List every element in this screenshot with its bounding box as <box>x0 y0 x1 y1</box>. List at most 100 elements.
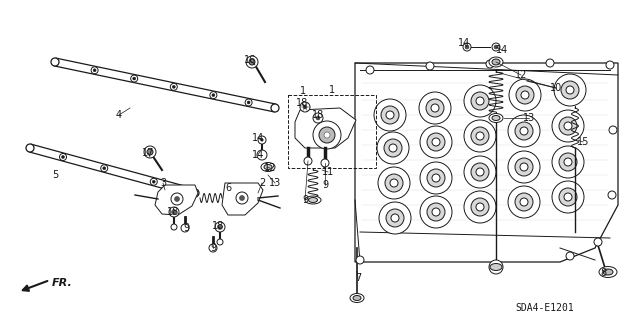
Circle shape <box>212 94 215 97</box>
Circle shape <box>552 181 584 213</box>
Circle shape <box>464 120 496 152</box>
Circle shape <box>26 144 34 152</box>
Circle shape <box>381 106 399 124</box>
Text: 14: 14 <box>252 133 264 143</box>
Circle shape <box>389 144 397 152</box>
Circle shape <box>319 127 335 143</box>
Circle shape <box>554 74 586 106</box>
Circle shape <box>420 162 452 194</box>
Ellipse shape <box>305 196 321 204</box>
Circle shape <box>463 43 471 51</box>
Circle shape <box>566 252 574 260</box>
Polygon shape <box>355 63 618 262</box>
Circle shape <box>384 139 402 157</box>
Circle shape <box>170 83 177 90</box>
Circle shape <box>91 67 98 74</box>
Text: 3: 3 <box>160 178 166 188</box>
Text: 13: 13 <box>269 178 281 188</box>
Text: SDA4-E1201: SDA4-E1201 <box>516 303 574 313</box>
Ellipse shape <box>599 267 617 277</box>
Circle shape <box>515 158 533 176</box>
Circle shape <box>245 99 252 106</box>
Text: 14: 14 <box>496 45 508 55</box>
Circle shape <box>471 127 489 145</box>
Text: 18: 18 <box>212 221 224 231</box>
Circle shape <box>169 207 179 217</box>
Circle shape <box>420 196 452 228</box>
Circle shape <box>171 193 183 205</box>
Text: 17: 17 <box>142 148 154 158</box>
Circle shape <box>249 59 255 65</box>
Circle shape <box>321 159 329 167</box>
Circle shape <box>476 203 484 211</box>
Circle shape <box>509 79 541 111</box>
Circle shape <box>606 61 614 69</box>
Circle shape <box>391 214 399 222</box>
Circle shape <box>144 146 156 158</box>
Circle shape <box>390 179 398 187</box>
Text: 18: 18 <box>312 110 324 120</box>
Circle shape <box>217 239 223 245</box>
Circle shape <box>191 189 199 197</box>
Circle shape <box>175 196 179 202</box>
Circle shape <box>304 157 312 165</box>
Circle shape <box>471 92 489 110</box>
Circle shape <box>546 59 554 67</box>
Circle shape <box>427 203 445 221</box>
Circle shape <box>147 149 153 155</box>
Circle shape <box>561 81 579 99</box>
Circle shape <box>419 92 451 124</box>
Circle shape <box>300 102 310 112</box>
Text: 7: 7 <box>355 273 361 283</box>
Circle shape <box>608 191 616 199</box>
Circle shape <box>247 101 250 104</box>
Circle shape <box>426 99 444 117</box>
Circle shape <box>564 122 572 130</box>
Circle shape <box>379 202 411 234</box>
Circle shape <box>150 178 157 185</box>
Circle shape <box>492 43 500 51</box>
Circle shape <box>431 104 439 112</box>
Circle shape <box>258 136 266 144</box>
Circle shape <box>432 174 440 182</box>
Circle shape <box>559 188 577 206</box>
Circle shape <box>515 122 533 140</box>
Circle shape <box>520 163 528 171</box>
Ellipse shape <box>603 269 613 275</box>
Text: 18: 18 <box>167 207 179 217</box>
Circle shape <box>236 192 248 204</box>
Circle shape <box>93 69 96 72</box>
Text: 9: 9 <box>322 180 328 190</box>
Circle shape <box>494 45 498 49</box>
Text: 12: 12 <box>264 163 276 173</box>
Circle shape <box>564 193 572 201</box>
Circle shape <box>246 56 258 68</box>
Circle shape <box>471 163 489 181</box>
Ellipse shape <box>490 263 502 270</box>
Circle shape <box>131 75 138 82</box>
Circle shape <box>427 133 445 151</box>
Circle shape <box>426 62 434 70</box>
Circle shape <box>508 186 540 218</box>
Circle shape <box>132 77 136 80</box>
Circle shape <box>100 165 108 172</box>
Circle shape <box>172 210 177 214</box>
Circle shape <box>324 132 330 138</box>
Text: 9: 9 <box>183 223 189 233</box>
Circle shape <box>594 238 602 246</box>
Circle shape <box>152 180 156 183</box>
Circle shape <box>464 85 496 117</box>
Circle shape <box>566 86 574 94</box>
Text: 15: 15 <box>577 137 589 147</box>
Circle shape <box>508 151 540 183</box>
Circle shape <box>210 92 217 99</box>
Ellipse shape <box>261 163 275 172</box>
Circle shape <box>61 156 65 158</box>
Circle shape <box>465 45 469 49</box>
Circle shape <box>515 193 533 211</box>
Circle shape <box>564 158 572 166</box>
Polygon shape <box>222 183 263 215</box>
Circle shape <box>464 191 496 223</box>
Text: FR.: FR. <box>52 278 73 288</box>
Circle shape <box>257 150 267 160</box>
